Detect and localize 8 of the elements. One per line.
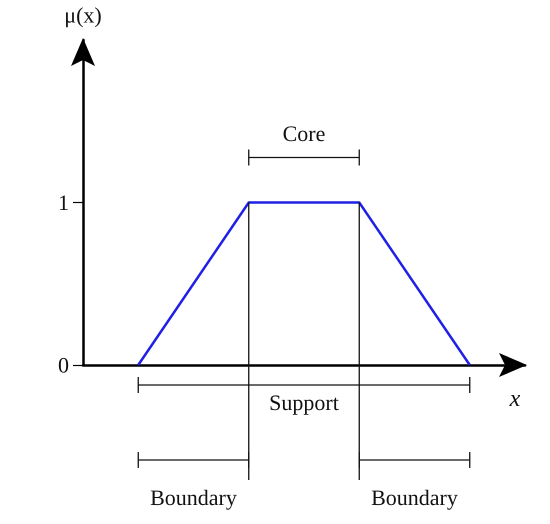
x-axis-title: x	[508, 386, 521, 412]
text: Support	[269, 390, 339, 416]
text: Boundary	[150, 485, 237, 511]
annotation: Core	[282, 120, 326, 146]
y-tick-label: 0	[58, 352, 69, 378]
y-tick-label: 1	[58, 190, 69, 215]
y-axis-title: μ(x)	[64, 2, 102, 28]
text: Boundary	[371, 485, 458, 511]
